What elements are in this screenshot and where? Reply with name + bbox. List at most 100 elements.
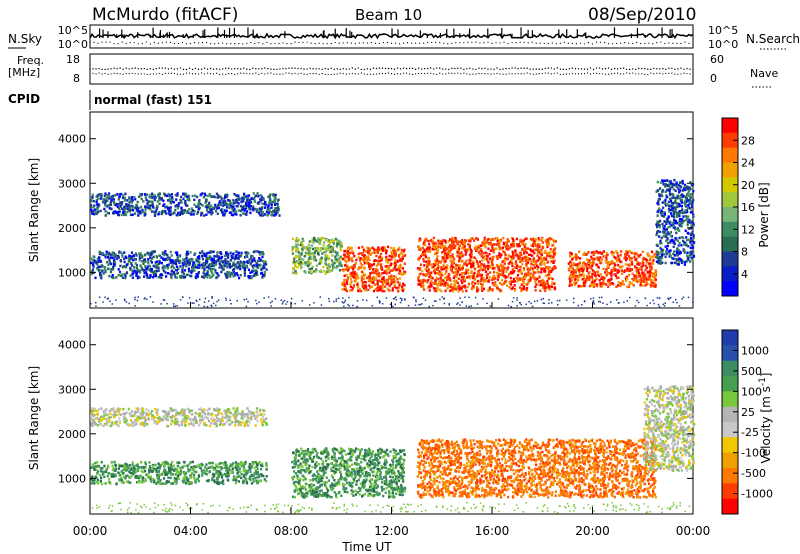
power-echo-cell — [482, 265, 485, 268]
power-echo-cell — [525, 251, 528, 254]
power-echo-cell — [631, 260, 634, 263]
power-echo-cell — [224, 193, 227, 197]
power-echo-cell — [262, 264, 265, 268]
freq-dot — [158, 67, 161, 69]
power-echo-cell — [599, 285, 602, 288]
power-echo-cell — [94, 211, 97, 215]
power-echo-cell — [258, 257, 261, 260]
power-echo-cell — [683, 241, 686, 244]
freq-dot — [231, 68, 233, 70]
power-echo-cell — [229, 202, 232, 205]
power-echo-cell — [258, 209, 261, 212]
power-echo-cell — [504, 257, 507, 260]
power-echo-cell — [176, 257, 179, 260]
power-echo-cell — [114, 210, 117, 213]
freq-trace — [89, 67, 694, 76]
power-echo-cell — [620, 269, 623, 272]
power-echo-cell — [537, 248, 540, 252]
power-echo-cell — [303, 255, 306, 258]
power-echo-cell — [119, 259, 122, 262]
noise-search-dot — [370, 41, 372, 44]
power-echo-cell — [232, 213, 235, 217]
nave-dot — [644, 73, 646, 76]
power-echo-cell — [129, 266, 132, 270]
power-echo-cell — [150, 210, 154, 213]
power-echo-cell — [369, 253, 372, 256]
power-echo-cell — [427, 260, 430, 263]
power-echo-cell — [514, 250, 517, 253]
power-echo-cell — [364, 250, 367, 253]
power-echo-cell — [131, 276, 134, 279]
power-echo-cell — [542, 283, 545, 287]
power-echo-cell — [470, 275, 473, 278]
freq-dot — [318, 68, 320, 70]
power-echo-cell — [544, 289, 547, 292]
power-echo-cell — [198, 261, 201, 264]
power-echo-cell — [583, 262, 586, 265]
power-echo-cell — [613, 262, 616, 265]
power-echo-cell — [403, 272, 406, 275]
power-echo-cell — [236, 261, 240, 264]
power-echo-cell — [349, 289, 352, 292]
power-echo-cell — [135, 203, 138, 207]
power-echo-cell — [205, 198, 208, 202]
power-echo-cell — [124, 276, 127, 280]
power-echo-cell — [173, 273, 176, 276]
freq-dot — [203, 67, 206, 69]
power-echo-cell — [483, 254, 486, 258]
power-echo-cell — [321, 252, 324, 255]
power-echo-cell — [509, 276, 512, 280]
noise-search-dot — [587, 41, 590, 44]
power-echo-cell — [570, 279, 573, 282]
power-echo-cell — [569, 260, 572, 264]
freq-dot — [194, 67, 197, 70]
power-echo-cell — [600, 277, 603, 281]
power-echo-cell — [364, 284, 367, 287]
power-echo-cell — [684, 195, 687, 198]
power-echo-cell — [520, 253, 523, 257]
power-echo-cell — [434, 244, 437, 248]
freq-dot — [659, 68, 661, 70]
power-echo-cell — [91, 263, 95, 266]
power-echo-cell — [250, 276, 253, 279]
noise-search-dot — [543, 42, 545, 45]
nave-dot — [662, 73, 664, 75]
power-echo-cell — [379, 287, 382, 290]
power-echo-cell — [625, 250, 628, 253]
power-echo-cell — [241, 261, 244, 265]
power-echo-cell — [522, 282, 525, 285]
power-echo-cell — [627, 273, 631, 277]
power-echo-cell — [173, 211, 176, 214]
power-echo-cell — [457, 245, 460, 248]
power-echo-cell — [110, 207, 113, 211]
noise-search-dot — [447, 43, 449, 45]
power-echo-cell — [243, 274, 246, 277]
noise-search-dot — [624, 41, 626, 44]
power-echo-cell — [238, 276, 241, 280]
power-echo-cell — [471, 282, 474, 285]
power-echo-cell — [155, 255, 158, 258]
freq-dot — [493, 68, 495, 70]
power-echo-cell — [429, 273, 432, 277]
power-echo-cell — [261, 202, 264, 205]
power-echo-cell — [637, 275, 640, 278]
freq-dot — [170, 67, 173, 70]
power-echo-cell — [239, 209, 243, 213]
nave-dot — [197, 73, 200, 75]
power-echo-cell — [590, 251, 593, 254]
power-echo-cell — [548, 237, 551, 240]
power-echo-cell — [476, 282, 480, 285]
noise-search-dot — [495, 42, 497, 44]
power-echo-cell — [510, 243, 513, 247]
power-echo-cell — [393, 283, 396, 287]
freq-dot — [140, 68, 142, 70]
power-echo-cell — [152, 255, 155, 258]
power-echo-cell — [239, 264, 242, 268]
power-echo-cell — [513, 287, 516, 291]
power-echo-cell — [423, 264, 426, 267]
power-echo-cell — [511, 268, 514, 271]
power-echo-cell — [664, 190, 667, 193]
power-echo-cell — [611, 260, 614, 263]
power-echo-cell — [643, 280, 646, 283]
noise-search-dot — [676, 42, 678, 44]
